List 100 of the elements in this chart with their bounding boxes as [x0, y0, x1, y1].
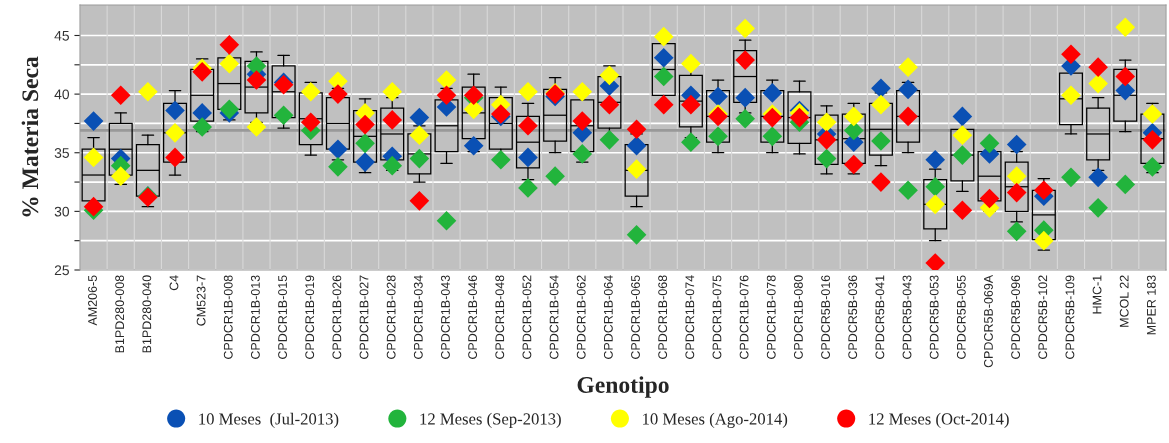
point [735, 18, 755, 39]
x-tick-label: CPDCR1B-026 [332, 275, 342, 359]
point [382, 110, 403, 130]
point [382, 155, 403, 176]
legend-label: 12 Meses (Oct-2014) [869, 412, 1009, 428]
point [463, 135, 484, 156]
legend-label: 12 Meses (Sep-2013) [420, 412, 561, 428]
x-tick-label: CM523-7 [196, 275, 206, 326]
point [355, 152, 375, 172]
point [653, 26, 674, 47]
point [843, 106, 864, 127]
x-tick-label: CPDCR1B-027 [359, 275, 369, 359]
point [1006, 134, 1027, 155]
x-tick-label: HMC-1 [1092, 275, 1102, 314]
x-tick-label: CPDCR1B-074 [685, 275, 695, 359]
point [138, 81, 158, 102]
point [1061, 44, 1081, 65]
point [1088, 198, 1108, 218]
point [518, 81, 538, 102]
point [871, 94, 891, 115]
point [491, 149, 511, 170]
point [1088, 57, 1108, 77]
x-tick-label: CPDCR1B-008 [223, 275, 233, 359]
point [816, 112, 837, 133]
point [328, 84, 348, 104]
point [110, 85, 131, 106]
point [735, 87, 755, 108]
point [816, 148, 837, 169]
point [762, 126, 783, 147]
x-tick-label: C4 [169, 275, 179, 291]
x-tick-label: CPDCR5B-041 [875, 275, 885, 359]
legend-label: 10 Meses (Ago-2014) [643, 412, 788, 428]
point [681, 53, 701, 74]
point [300, 81, 321, 102]
x-tick-label: MCOL 22 [1119, 275, 1129, 327]
point [518, 178, 538, 198]
point [572, 81, 593, 102]
y-tick-label: 25 [54, 265, 69, 276]
x-tick-label: AM206-5 [88, 275, 97, 326]
x-tick-label: CPDCR1B-076 [739, 275, 749, 359]
point [1034, 180, 1054, 201]
x-tick-label: CPDCR1B-062 [576, 275, 586, 359]
point [708, 86, 728, 107]
point [843, 154, 864, 175]
point [1088, 73, 1108, 94]
x-tick-label: CPDCR1B-048 [495, 275, 505, 359]
point [952, 106, 973, 127]
point [246, 117, 267, 137]
point [572, 144, 593, 164]
x-tick-label: CPDCR5B-069A [984, 274, 993, 368]
point [1115, 66, 1136, 87]
point [898, 57, 918, 77]
x-tick-label: MPER 183 [1146, 275, 1156, 335]
point [952, 200, 973, 221]
point [898, 79, 918, 100]
point [382, 81, 403, 102]
x-tick-label: CPDCR1B-015 [278, 275, 287, 359]
x-tick-label: CPDCR1B-054 [549, 275, 559, 359]
point [409, 125, 430, 145]
x-tick-label: CPDCR1B-065 [631, 275, 640, 359]
point [925, 253, 946, 270]
legend-label: 10 Meses (Jul-2013) [199, 412, 339, 428]
point [1142, 156, 1163, 177]
point [1061, 167, 1081, 188]
point [518, 147, 538, 168]
x-tick-label: CPDCR1B-064 [603, 275, 613, 359]
x-tick-label: B1PD280-008 [115, 275, 125, 353]
point [110, 166, 131, 187]
x-tick-label: CPDCR1B-052 [522, 275, 532, 359]
point [1034, 230, 1054, 251]
x-tick-label: B1PD280-040 [142, 275, 152, 353]
point [1115, 17, 1136, 38]
point [192, 117, 212, 137]
x-tick-label: CPDCR1B-034 [413, 275, 423, 359]
y-tick-label: 45 [54, 30, 69, 41]
point [1088, 167, 1108, 188]
point [409, 107, 430, 128]
x-tick-label: CPDCR5B-102 [1038, 275, 1048, 359]
x-tick-label: CPDCR5B-043 [902, 275, 912, 359]
x-tick-label: CPDCR1B-043 [441, 275, 450, 359]
point [626, 135, 647, 156]
point [1115, 174, 1136, 195]
point [599, 65, 620, 86]
point [871, 131, 891, 151]
point [681, 132, 701, 153]
x-tick-label: CPDCR1B-078 [766, 275, 776, 359]
point [626, 119, 647, 140]
x-tick-label: CPDCR5B-036 [848, 275, 858, 359]
point [83, 111, 104, 131]
x-tick-label: CPDCR1B-046 [468, 275, 478, 359]
x-tick-label: CPDCR1B-013 [250, 275, 260, 359]
point [762, 83, 783, 103]
x-tick-label: CPDCR5B-053 [929, 275, 939, 359]
x-tick-label: CPDCR5B-016 [821, 275, 830, 359]
point [979, 188, 1000, 209]
point [436, 210, 457, 231]
x-tick-label: CPDCR5B-109 [1065, 275, 1075, 359]
point [192, 103, 212, 123]
x-tick-label: CPDCR1B-028 [386, 275, 396, 359]
x-tick-label: CPDCR5B-096 [1011, 275, 1021, 359]
